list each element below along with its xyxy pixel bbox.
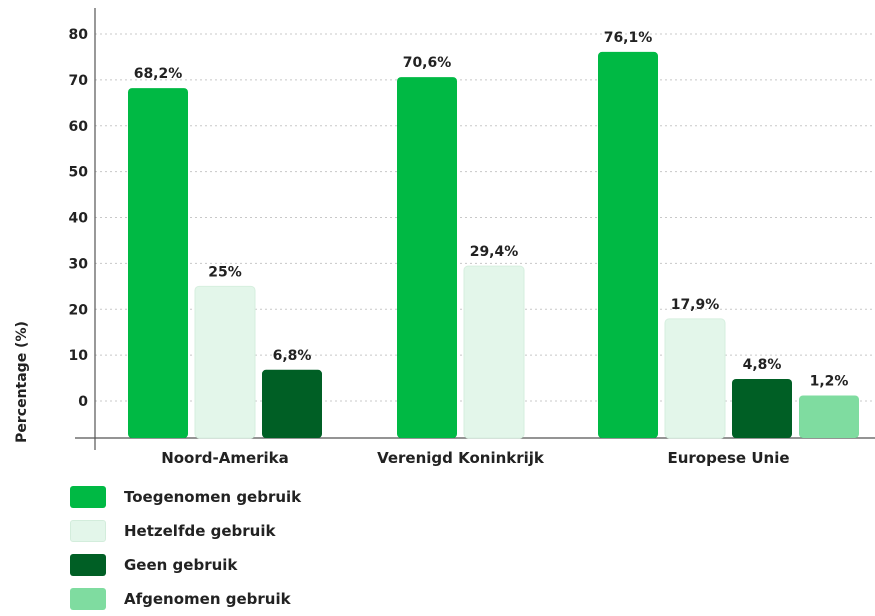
data-label: 25% [208, 264, 242, 280]
legend-label: Toegenomen gebruik [124, 488, 302, 506]
legend-swatch [70, 520, 106, 542]
data-label: 1,2% [810, 373, 849, 389]
y-tick-label: 20 [69, 302, 89, 318]
category-label: Verenigd Koninkrijk [377, 449, 545, 467]
y-tick-label: 60 [69, 119, 89, 135]
legend: Toegenomen gebruik Hetzelfde gebruik Gee… [70, 480, 301, 616]
bars [128, 51, 859, 439]
y-tick-label: 50 [69, 165, 89, 181]
y-tick-label: 10 [69, 348, 89, 364]
bar [463, 265, 525, 439]
y-tick-labels: 0 10 20 30 40 50 60 70 80 [69, 27, 89, 410]
category-labels: Noord-Amerika Verenigd Koninkrijk Europese… [161, 449, 789, 467]
category-label: Noord-Amerika [161, 449, 289, 467]
legend-swatch [70, 554, 106, 576]
legend-swatch [70, 486, 106, 508]
legend-label: Hetzelfde gebruik [124, 522, 276, 540]
data-label: 76,1% [604, 30, 653, 46]
data-label: 29,4% [470, 244, 519, 260]
y-tick-label: 40 [69, 211, 89, 227]
bar-chart: 0 10 20 30 40 50 60 70 80 68,2% 25% 6,8% 70,6% 29,4%… [14, 8, 875, 467]
y-axis-title: Percentage (%) [14, 321, 30, 443]
y-tick-label: 30 [69, 256, 89, 272]
data-label: 68,2% [134, 66, 183, 82]
bar [194, 285, 256, 439]
category-label: Europese Unie [667, 449, 789, 467]
data-label: 70,6% [403, 55, 452, 71]
bar [397, 77, 457, 438]
legend-item-decreased: Afgenomen gebruik [70, 582, 301, 616]
bar [799, 395, 859, 438]
y-tick-label: 0 [78, 394, 88, 410]
data-labels: 68,2% 25% 6,8% 70,6% 29,4% 76,1% 17,9% 4,8% 1,2% [134, 30, 849, 390]
bar [128, 88, 188, 438]
data-label: 6,8% [273, 348, 312, 364]
data-label: 17,9% [671, 297, 720, 313]
legend-item-increased: Toegenomen gebruik [70, 480, 301, 514]
bar [732, 378, 792, 438]
legend-item-same: Hetzelfde gebruik [70, 514, 301, 548]
y-tick-label: 80 [69, 27, 89, 43]
legend-label: Afgenomen gebruik [124, 590, 291, 608]
legend-swatch [70, 588, 106, 610]
legend-item-none: Geen gebruik [70, 548, 301, 582]
legend-label: Geen gebruik [124, 556, 238, 574]
bar [262, 369, 322, 438]
data-label: 4,8% [743, 357, 782, 373]
bar [598, 51, 658, 439]
bar [664, 318, 726, 439]
y-tick-label: 70 [69, 73, 89, 89]
